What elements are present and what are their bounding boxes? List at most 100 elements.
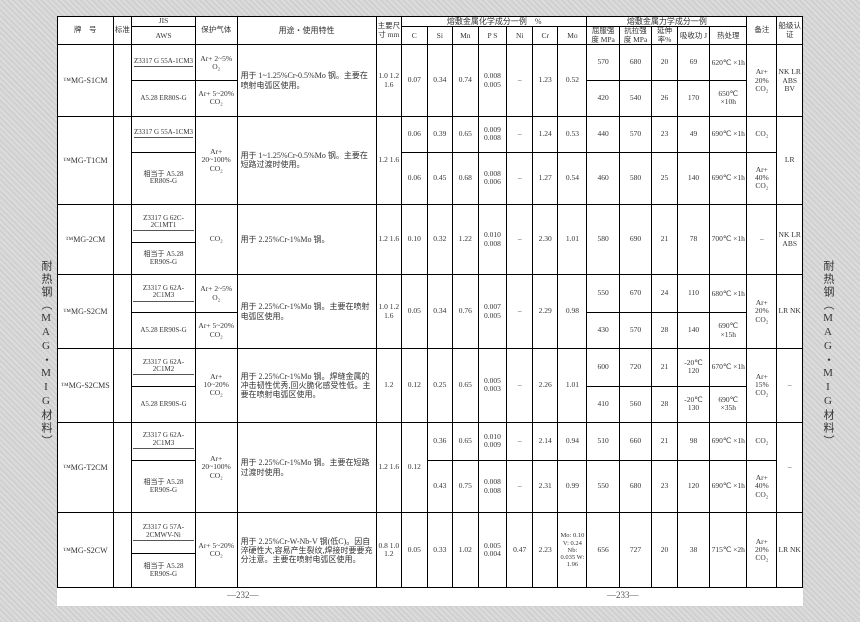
cell: 0.007 0.005: [478, 275, 507, 349]
hdr-usage: 用途・使用特性: [237, 17, 376, 45]
table-row: 相当于 A5.28 ER80S-G 0.06 0.45 0.68 0.008 0…: [58, 152, 803, 205]
hdr-size: 主要尺寸 mm: [376, 17, 401, 45]
cell: 78: [677, 205, 709, 275]
cell: 20: [652, 513, 677, 588]
cell: 0.005 0.003: [478, 348, 507, 422]
cell: 0.010 0.008: [478, 205, 507, 275]
cell-size: 1.2 1.6: [376, 422, 401, 513]
cell: 680℃ ×1h: [710, 275, 747, 313]
cell-size: 1.2 1.6: [376, 205, 401, 275]
cell: 0.10: [402, 205, 427, 275]
cell: 0.47: [507, 513, 532, 588]
cell: 1.27: [532, 152, 557, 205]
cell: 20: [652, 45, 677, 81]
hdr-aws: AWS: [132, 27, 196, 45]
cell-jis: Z3317 G 55A-1CM3: [132, 116, 196, 152]
cell: 680: [619, 460, 651, 513]
cell: 1.01: [558, 205, 587, 275]
cell: 540: [619, 81, 651, 117]
cell: 0.05: [402, 513, 427, 588]
cell: 140: [677, 152, 709, 205]
cell: 570: [619, 313, 651, 349]
table-row: ™MG-S2CMS Z3317 G 62A-2C1M2 Ar+ 10~20% C…: [58, 348, 803, 386]
cell: 0.45: [427, 152, 452, 205]
cell: 23: [652, 460, 677, 513]
cell: 570: [619, 116, 651, 152]
page: 牌 号 标准 JIS 保护气体 用途・使用特性 主要尺寸 mm 熔敷金属化学成分…: [57, 16, 803, 606]
cell-jis: Z3317 G 62C-2C1MT1: [132, 205, 196, 243]
cell-std: [113, 275, 132, 349]
cell-jis: Z3317 G 57A-2CMWV-Ni: [132, 513, 196, 554]
cell-size: 1.0 1.2 1.6: [376, 275, 401, 349]
hdr-mo: Mo: [558, 27, 587, 45]
cell: 0.33: [427, 513, 452, 588]
cell: 0.54: [558, 152, 587, 205]
hdr-ni: Ni: [507, 27, 532, 45]
cell: Ar+ 20% CO₂: [747, 275, 777, 349]
cell-gas: Ar+ 20~100% CO₂: [195, 116, 237, 204]
cell: Ar+ 40% CO₂: [747, 152, 777, 205]
hdr-ship: 船级认证: [777, 17, 803, 45]
cell: 49: [677, 116, 709, 152]
cell-jis: Z3317 G 55A-1CM3: [132, 45, 196, 81]
cell: 420: [587, 81, 619, 117]
cell: 0.65: [453, 422, 478, 460]
cell: –: [507, 45, 532, 116]
cell: 0.43: [427, 460, 452, 513]
hdr-c: C: [402, 27, 427, 45]
cell-std: [113, 348, 132, 422]
cell-usage: 用于 2.25%Cr-W-Nb-V 钢(低C)。因自淬硬性大,容易产生裂纹,焊接…: [237, 513, 376, 588]
cell: 580: [587, 205, 619, 275]
cell: 0.76: [453, 275, 478, 349]
cell-gas: Ar+ 20~100% CO₂: [195, 422, 237, 513]
table-row: ™MG-T2CM Z3317 G 62A-2C1M3 Ar+ 20~100% C…: [58, 422, 803, 460]
cell: 24: [652, 275, 677, 313]
cell: 690: [619, 205, 651, 275]
cell: 0.68: [453, 152, 478, 205]
page-number-right: —233—: [607, 590, 639, 600]
hdr-remark: 备注: [747, 17, 777, 45]
hdr-cr: Cr: [532, 27, 557, 45]
cell: 0.53: [558, 116, 587, 152]
cell-model: ™MG-S2CMS: [58, 348, 114, 422]
cell-model: ™MG-S2CM: [58, 275, 114, 349]
spec-table: 牌 号 标准 JIS 保护气体 用途・使用特性 主要尺寸 mm 熔敷金属化学成分…: [57, 16, 803, 588]
hdr-ht: 热处理: [710, 27, 747, 45]
cell: 550: [587, 275, 619, 313]
side-label-left: 耐热钢（MAG・MIG材料）: [34, 260, 54, 448]
cell: Mo: 0.10 V: 0.24 Nb: 0.035 W: 1.96: [558, 513, 587, 588]
cell: 0.12: [402, 348, 427, 422]
cell: 0.94: [558, 422, 587, 460]
cell: 0.65: [453, 348, 478, 422]
cell: –: [507, 460, 532, 513]
cell-aws: 相当于 A5.28 ER90S-G: [132, 554, 196, 588]
cell-gas: Ar+ 5~20% CO₂: [195, 313, 237, 349]
cell: 0.05: [402, 275, 427, 349]
cell: 0.99: [558, 460, 587, 513]
cell: 170: [677, 81, 709, 117]
cell: 0.009 0.008: [478, 116, 507, 152]
cell: –: [507, 205, 532, 275]
cell: 0.008 0.005: [478, 45, 507, 116]
cell: 0.74: [453, 45, 478, 116]
cell-model: ™MG-T2CM: [58, 422, 114, 513]
cell: 715℃ ×2h: [710, 513, 747, 588]
table-row: 相当于 A5.28 ER90S-G 0.43 0.75 0.008 0.008 …: [58, 460, 803, 513]
cell: 410: [587, 387, 619, 423]
cell: –: [507, 422, 532, 460]
cell: Ar+ 20% CO₂: [747, 45, 777, 116]
cell-gas: Ar+ 10~20% CO₂: [195, 348, 237, 422]
hdr-ys: 屈服强度 MPa: [587, 27, 619, 45]
cell: 670: [619, 275, 651, 313]
hdr-si: Si: [427, 27, 452, 45]
cell: 690℃ ×1h: [710, 460, 747, 513]
cell: 38: [677, 513, 709, 588]
cell-ship: NK LR ABS BV: [777, 45, 803, 116]
cell: CO₂: [747, 422, 777, 460]
cell-model: ™MG-S1CM: [58, 45, 114, 116]
cell-gas: Ar+ 5~20% CO₂: [195, 81, 237, 117]
table-row: ™MG-S2CW Z3317 G 57A-2CMWV-Ni Ar+ 5~20% …: [58, 513, 803, 554]
cell: –: [507, 275, 532, 349]
cell-model: ™MG-T1CM: [58, 116, 114, 204]
cell: 1.02: [453, 513, 478, 588]
